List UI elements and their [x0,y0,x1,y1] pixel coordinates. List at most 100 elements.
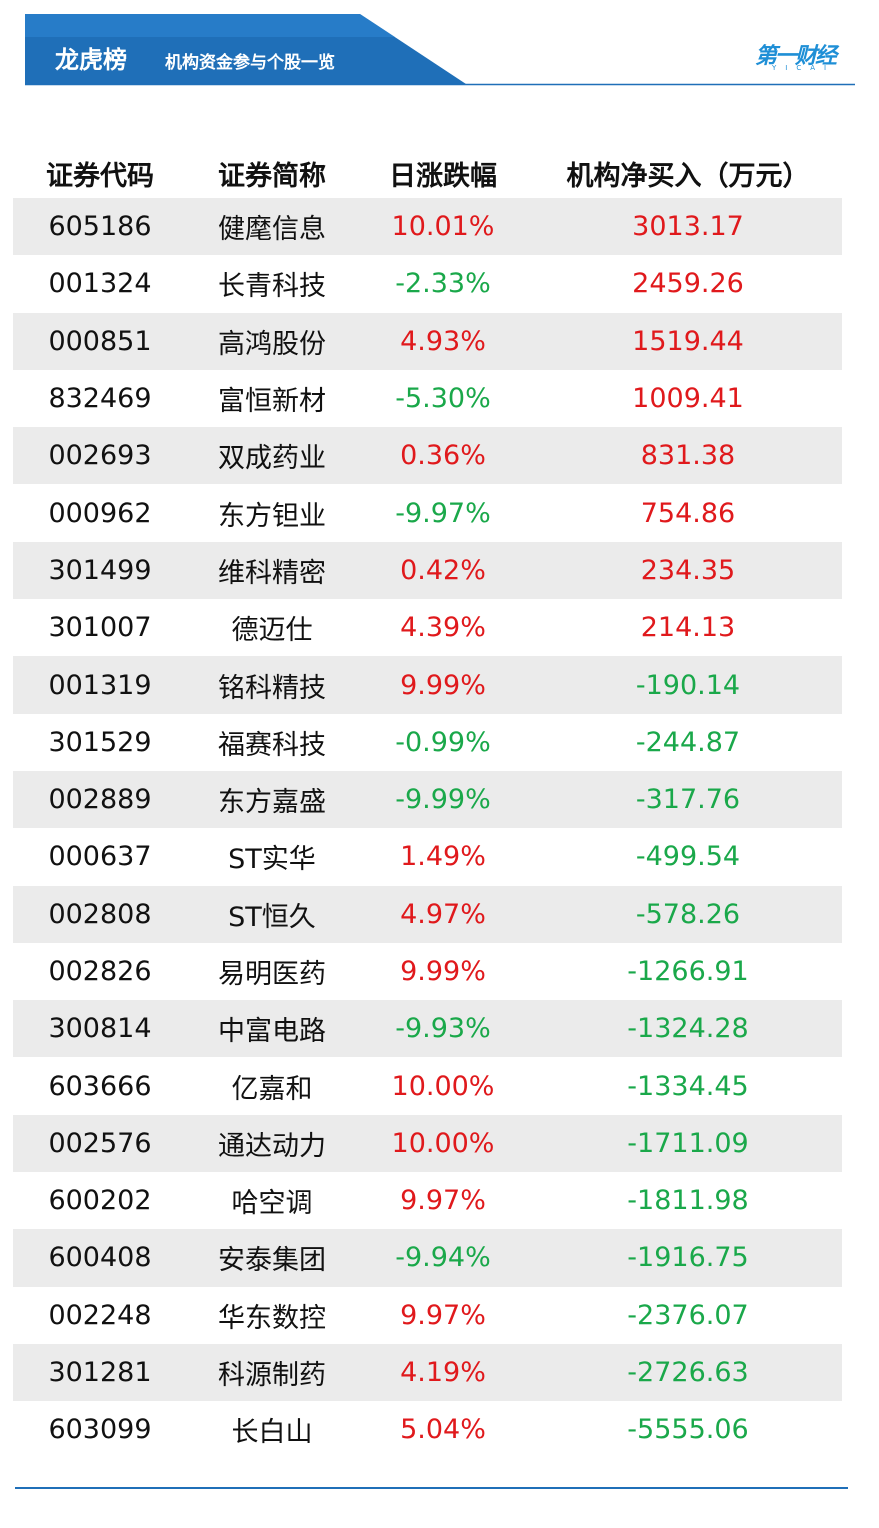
cell: 5.04% [400,1414,486,1446]
cell: 机构净买入（万元） [566,160,810,192]
cell: 001319 [48,669,152,701]
cell: 600408 [48,1242,152,1274]
cell: -5555.06 [627,1414,749,1446]
cell: 9.99% [400,956,486,987]
cell: -244.87 [635,726,741,758]
table-row: 002889 东方嘉盛 -9.99% -317.76 [13,770,842,829]
table-row: 002693 双成药业 0.36% 831.38 [13,427,842,485]
cell: -1711.09 [627,1127,749,1159]
table-row: 001319 铭科精技 9.99% -190.14 [13,656,842,714]
cell: 10.00% [391,1127,495,1159]
cell: 002693 [48,440,152,472]
table-row: 600202 哈空调 9.97% -1811.98 [13,1172,842,1229]
cell: 831.38 [640,440,736,472]
cell: 高鸿股份 [218,328,326,360]
cell: 603099 [48,1414,152,1446]
cell: 9.97% [400,1185,486,1217]
cell: -9.99% [395,784,491,816]
cell: 1.49% [400,841,486,873]
cell: 754.86 [640,497,736,529]
cell: 证券简称 [218,160,326,192]
table-row: 301529 福赛科技 -0.99% -244.87 [13,714,842,771]
table-row: 301281 科源制药 4.19% -2726.63 [13,1343,842,1402]
cell: 3013.17 [632,211,744,243]
cell: 科源制药 [218,1360,326,1392]
cell: -499.54 [635,841,741,873]
cell: 300814 [48,1013,152,1045]
cell: 长青科技 [218,271,326,303]
table-row: 000851 高鸿股份 4.93% 1519.44 [13,312,842,370]
cell: 002889 [48,784,152,816]
cell: -1334.45 [627,1070,749,1102]
cell: -190.14 [635,669,741,701]
cell: -578.26 [635,898,741,930]
cell: -2.33% [395,268,491,300]
cell: 301499 [48,554,152,586]
cell: 600202 [48,1185,152,1217]
cell: 双成药业 [218,443,326,475]
cell: 中富电路 [218,1016,326,1048]
logo-sub: YICAI [772,64,836,72]
cell: 福赛科技 [218,729,326,761]
cell: 301281 [48,1357,152,1389]
table-row: 002576 通达动力 10.00% -1711.09 [13,1114,842,1173]
cell: 234.35 [640,554,736,586]
cell: -9.97% [395,497,491,529]
table-row: 000962 东方钽业 -9.97% 754.86 [13,484,842,541]
cell: 832469 [48,383,152,415]
cell: 301007 [48,612,152,644]
cell: 603666 [48,1070,152,1102]
cell: 605186 [48,211,152,243]
cell: 10.00% [391,1070,495,1102]
cell: 1519.44 [632,325,744,357]
cell: 铭科精技 [218,672,326,704]
cell: 001324 [48,268,152,300]
cell: -1811.98 [627,1185,749,1217]
table-row: 002826 易明医药 9.99% -1266.91 [13,943,842,1000]
cell: 000637 [48,841,152,873]
table-row: 001324 长青科技 -2.33% 2459.26 [13,255,842,312]
cell: 华东数控 [218,1302,326,1334]
cell: ST实华 [228,844,316,876]
cell: 哈空调 [231,1188,313,1220]
table-row: 603099 长白山 5.04% -5555.06 [13,1401,842,1458]
cell: 2459.26 [632,268,744,300]
cell: ST恒久 [228,901,316,933]
cell: 0.42% [400,554,486,586]
table-row: 300814 中富电路 -9.93% -1324.28 [13,1000,842,1058]
cell: 4.39% [400,612,486,644]
cell: 健麾信息 [218,214,326,246]
table: 证券代码 证券简称 日涨跌幅 机构净买入（万元） 605186 健麾信息 10.01% 301… [13,148,842,1459]
cell: 000962 [48,497,152,529]
cell: 301529 [48,726,152,758]
cell: -1916.75 [627,1242,749,1274]
cell: 德迈仕 [231,615,313,647]
cell: 通达动力 [218,1130,326,1162]
table-row: 600408 安泰集团 -9.94% -1916.75 [13,1229,842,1287]
cell: 易明医药 [218,959,326,990]
table-row: 832469 富恒新材 -5.30% 1009.41 [13,370,842,427]
cell: 214.13 [640,612,736,644]
cell: 10.01% [391,211,495,243]
title: 龙虎榜 [55,46,127,74]
cell: -5.30% [395,383,491,415]
cell: 安泰集团 [218,1245,326,1277]
cell: 东方嘉盛 [218,787,326,819]
cell: -2726.63 [627,1357,749,1389]
bottom-rule [15,1487,848,1489]
cell: 000851 [48,325,152,357]
cell: -317.76 [635,784,741,816]
cell: -1266.91 [627,956,749,987]
table-row: 002248 华东数控 9.97% -2376.07 [13,1287,842,1344]
table-row: 000637 ST实华 1.49% -499.54 [13,828,842,885]
cell: 9.97% [400,1299,486,1331]
header-row: 证券代码 证券简称 日涨跌幅 机构净买入（万元） [13,148,842,198]
cell: 维科精密 [218,557,326,589]
cell: 0.36% [400,440,486,472]
cell: 4.97% [400,898,486,930]
cell: 9.99% [400,669,486,701]
cell: 4.19% [400,1357,486,1389]
cell: 长白山 [231,1417,313,1449]
cell: 富恒新材 [218,386,326,418]
